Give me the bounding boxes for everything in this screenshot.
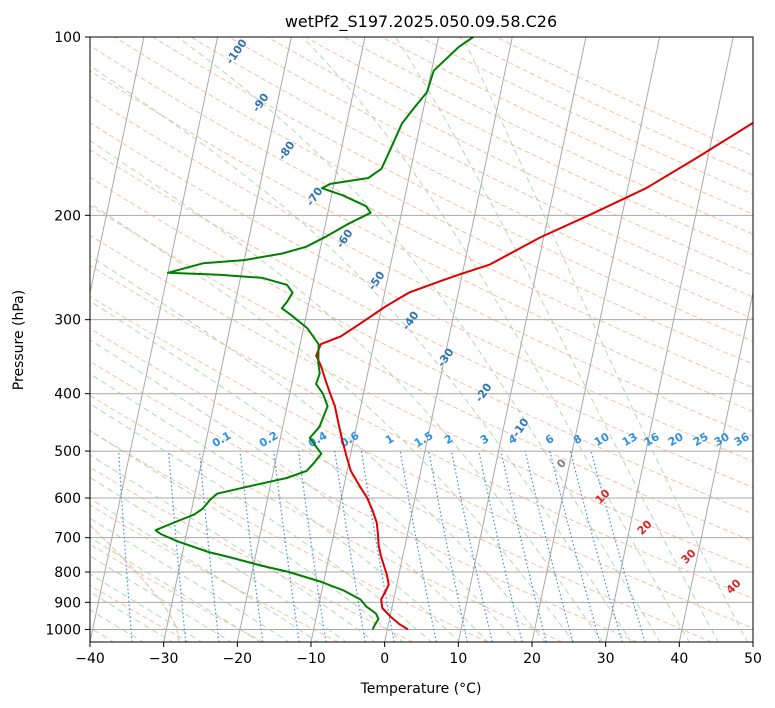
mixing-ratio-line bbox=[524, 450, 574, 642]
moist-adiabat bbox=[90, 430, 404, 642]
mixing-ratio-line bbox=[450, 450, 493, 642]
dry-adiabat bbox=[90, 45, 753, 389]
moist-adiabat bbox=[177, 37, 661, 642]
x-tick-label: 20 bbox=[523, 651, 541, 667]
x-tick-label: 50 bbox=[744, 651, 762, 667]
moist-adiabat bbox=[90, 591, 174, 642]
mixing-ratio-line bbox=[399, 451, 437, 642]
y-tick-label: 300 bbox=[54, 313, 81, 329]
dry-adiabat bbox=[90, 176, 753, 515]
mixing-ratio-line bbox=[590, 450, 646, 642]
moist-adiabat bbox=[90, 202, 575, 642]
mixing-ratio-line bbox=[569, 450, 623, 642]
moist-adiabat bbox=[90, 140, 603, 642]
isotherm-line bbox=[531, 37, 661, 642]
dry-adiabat bbox=[90, 327, 712, 642]
moist-adiabat bbox=[90, 536, 262, 642]
y-tick-label: 600 bbox=[54, 491, 81, 507]
mixing-ratio-line bbox=[549, 450, 601, 642]
x-tick-label: −20 bbox=[223, 651, 253, 667]
moist-adiabat bbox=[90, 555, 233, 642]
mixing-ratio-line bbox=[168, 451, 187, 642]
x-tick-label: 0 bbox=[380, 651, 389, 667]
moist-adiabat bbox=[90, 573, 203, 642]
data-lines bbox=[154, 37, 753, 631]
chart-title: wetPf2_S197.2025.050.09.58.C26 bbox=[285, 12, 557, 32]
isotherm-line bbox=[384, 37, 513, 642]
x-tick-label: −10 bbox=[296, 651, 326, 667]
temperature-line bbox=[315, 121, 753, 631]
dry-adiabat bbox=[90, 70, 753, 413]
y-tick-label: 900 bbox=[54, 595, 81, 611]
isotherm-line bbox=[236, 37, 366, 642]
x-axis: −40 −30 −20 −10 0 10 20 30 40 50 bbox=[75, 642, 762, 667]
background-lines bbox=[90, 37, 753, 642]
dry-adiabat bbox=[90, 264, 753, 600]
x-tick-label: 10 bbox=[449, 651, 467, 667]
moist-adiabat bbox=[302, 37, 690, 642]
mixing-ratio-line bbox=[428, 450, 469, 642]
y-tick-label: 500 bbox=[54, 444, 81, 460]
y-axis-label: Pressure (hPa) bbox=[11, 290, 27, 390]
mixing-ratio-line bbox=[298, 451, 327, 642]
dry-adiabat bbox=[90, 95, 753, 437]
isotherm-line bbox=[678, 290, 753, 642]
dewpoint-line bbox=[154, 37, 474, 630]
x-axis-label: Temperature (°C) bbox=[360, 681, 482, 697]
mixing-ratio-line bbox=[273, 451, 300, 642]
y-tick-label: 200 bbox=[54, 208, 81, 224]
dry-adiabat bbox=[90, 430, 488, 642]
x-tick-label: −30 bbox=[149, 651, 179, 667]
y-axis: 100 200 300 400 500 600 700 800 900 1000 bbox=[45, 30, 90, 638]
dry-adiabat bbox=[90, 205, 753, 542]
mixing-ratio-line bbox=[198, 451, 220, 642]
dry-adiabat bbox=[90, 466, 414, 642]
dry-adiabat bbox=[90, 360, 638, 642]
isotherm-line bbox=[90, 37, 145, 296]
moist-adiabat bbox=[462, 37, 749, 642]
mixing-ratio-line bbox=[500, 450, 547, 642]
dry-adiabat bbox=[90, 234, 753, 571]
mixing-ratio-line bbox=[239, 451, 264, 642]
plot-area bbox=[90, 37, 753, 642]
x-tick-label: 30 bbox=[597, 651, 615, 667]
moist-adiabat bbox=[90, 476, 348, 642]
dry-adiabat bbox=[114, 37, 753, 365]
dry-adiabat bbox=[90, 504, 339, 642]
moist-adiabat bbox=[395, 37, 719, 642]
isotherm-line bbox=[752, 639, 753, 642]
dry-adiabat bbox=[90, 394, 563, 642]
isotherm-line bbox=[90, 37, 219, 642]
moist-adiabat bbox=[90, 339, 489, 642]
moist-adiabat bbox=[90, 403, 433, 642]
dry-adiabat bbox=[90, 149, 753, 489]
isotherm-line bbox=[457, 37, 587, 642]
y-tick-label: 800 bbox=[54, 565, 81, 581]
plot-frame bbox=[89, 36, 754, 643]
moist-adiabat bbox=[90, 454, 376, 642]
x-tick-label: 40 bbox=[670, 651, 688, 667]
y-tick-label: 1000 bbox=[45, 622, 81, 638]
dry-adiabat bbox=[152, 37, 753, 342]
x-tick-label: −40 bbox=[75, 651, 105, 667]
y-tick-label: 700 bbox=[54, 531, 81, 547]
dry-adiabat bbox=[90, 543, 264, 642]
moist-adiabat bbox=[90, 373, 461, 642]
y-tick-label: 100 bbox=[54, 30, 81, 46]
isotherm-line bbox=[163, 37, 292, 642]
moist-adiabat bbox=[90, 300, 518, 642]
moist-adiabat bbox=[90, 255, 546, 642]
moist-adiabat bbox=[90, 65, 632, 642]
y-tick-label: 400 bbox=[54, 387, 81, 403]
mixing-ratio-line bbox=[478, 450, 523, 642]
